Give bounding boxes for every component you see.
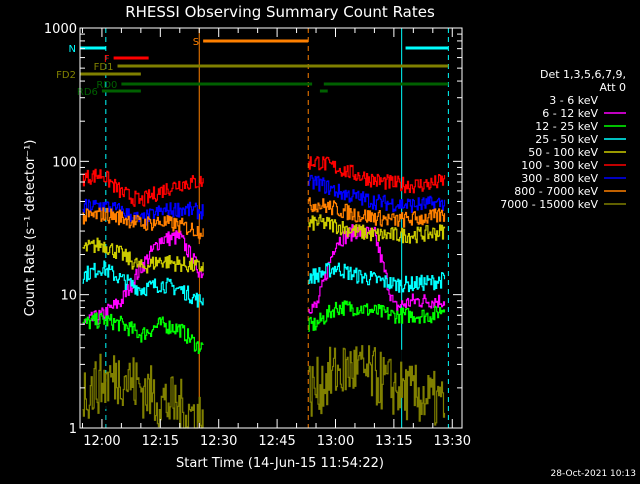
y-tick-label: 10 — [60, 289, 77, 304]
legend-label: 3 - 6 keV — [549, 94, 598, 107]
flag-label-rd6: RD6 — [77, 87, 98, 98]
y-axis-label: Count Rate (s⁻¹ detector⁻¹) — [23, 140, 38, 317]
x-tick-label: 12:00 — [83, 434, 120, 449]
series-line-9 — [82, 345, 446, 429]
flag-label-fd2: FD2 — [56, 70, 76, 81]
plot-frame — [79, 27, 463, 429]
series-line-5 — [82, 214, 446, 274]
x-tick-label: 13:30 — [434, 434, 471, 449]
y-tick-label: 1 — [69, 422, 77, 437]
legend-label: 6 - 12 keV — [542, 107, 598, 120]
legend-label: 7000 - 15000 keV — [500, 198, 598, 211]
x-tick-label: 13:00 — [317, 434, 354, 449]
x-axis-label: Start Time (14-Jun-15 11:54:22) — [176, 456, 384, 471]
y-tick-label: 1000 — [44, 22, 77, 37]
legend-header: Att 0 — [600, 81, 626, 94]
flag-label-s: S — [193, 37, 199, 48]
legend-label: 100 - 300 keV — [521, 159, 598, 172]
legend-header: Det 1,3,5,6,7,9, — [540, 68, 626, 81]
x-tick-label: 12:30 — [200, 434, 237, 449]
x-tick-label: 13:15 — [375, 434, 412, 449]
flag-label-rd0: RD0 — [96, 80, 117, 91]
x-tick-label: 12:45 — [258, 434, 295, 449]
legend-label: 12 - 25 keV — [535, 120, 598, 133]
series-line-2 — [82, 224, 446, 325]
series-line-6 — [82, 156, 446, 207]
series-line-8 — [82, 197, 446, 240]
footer-date: 28-Oct-2021 10:13 — [551, 469, 636, 479]
flag-label-fd1: FD1 — [94, 62, 114, 73]
legend-label: 300 - 800 keV — [521, 172, 598, 185]
y-tick-label: 100 — [52, 155, 77, 170]
flag-label-n: N — [69, 44, 76, 55]
series-line-4 — [82, 260, 446, 308]
series-line-3 — [82, 300, 446, 354]
chart-title: RHESSI Observing Summary Count Rates — [125, 3, 435, 21]
legend-label: 25 - 50 keV — [535, 133, 598, 146]
legend-label: 50 - 100 keV — [528, 146, 598, 159]
legend-label: 800 - 7000 keV — [514, 185, 598, 198]
flag-label-f: F — [104, 54, 110, 65]
x-tick-label: 12:15 — [142, 434, 179, 449]
